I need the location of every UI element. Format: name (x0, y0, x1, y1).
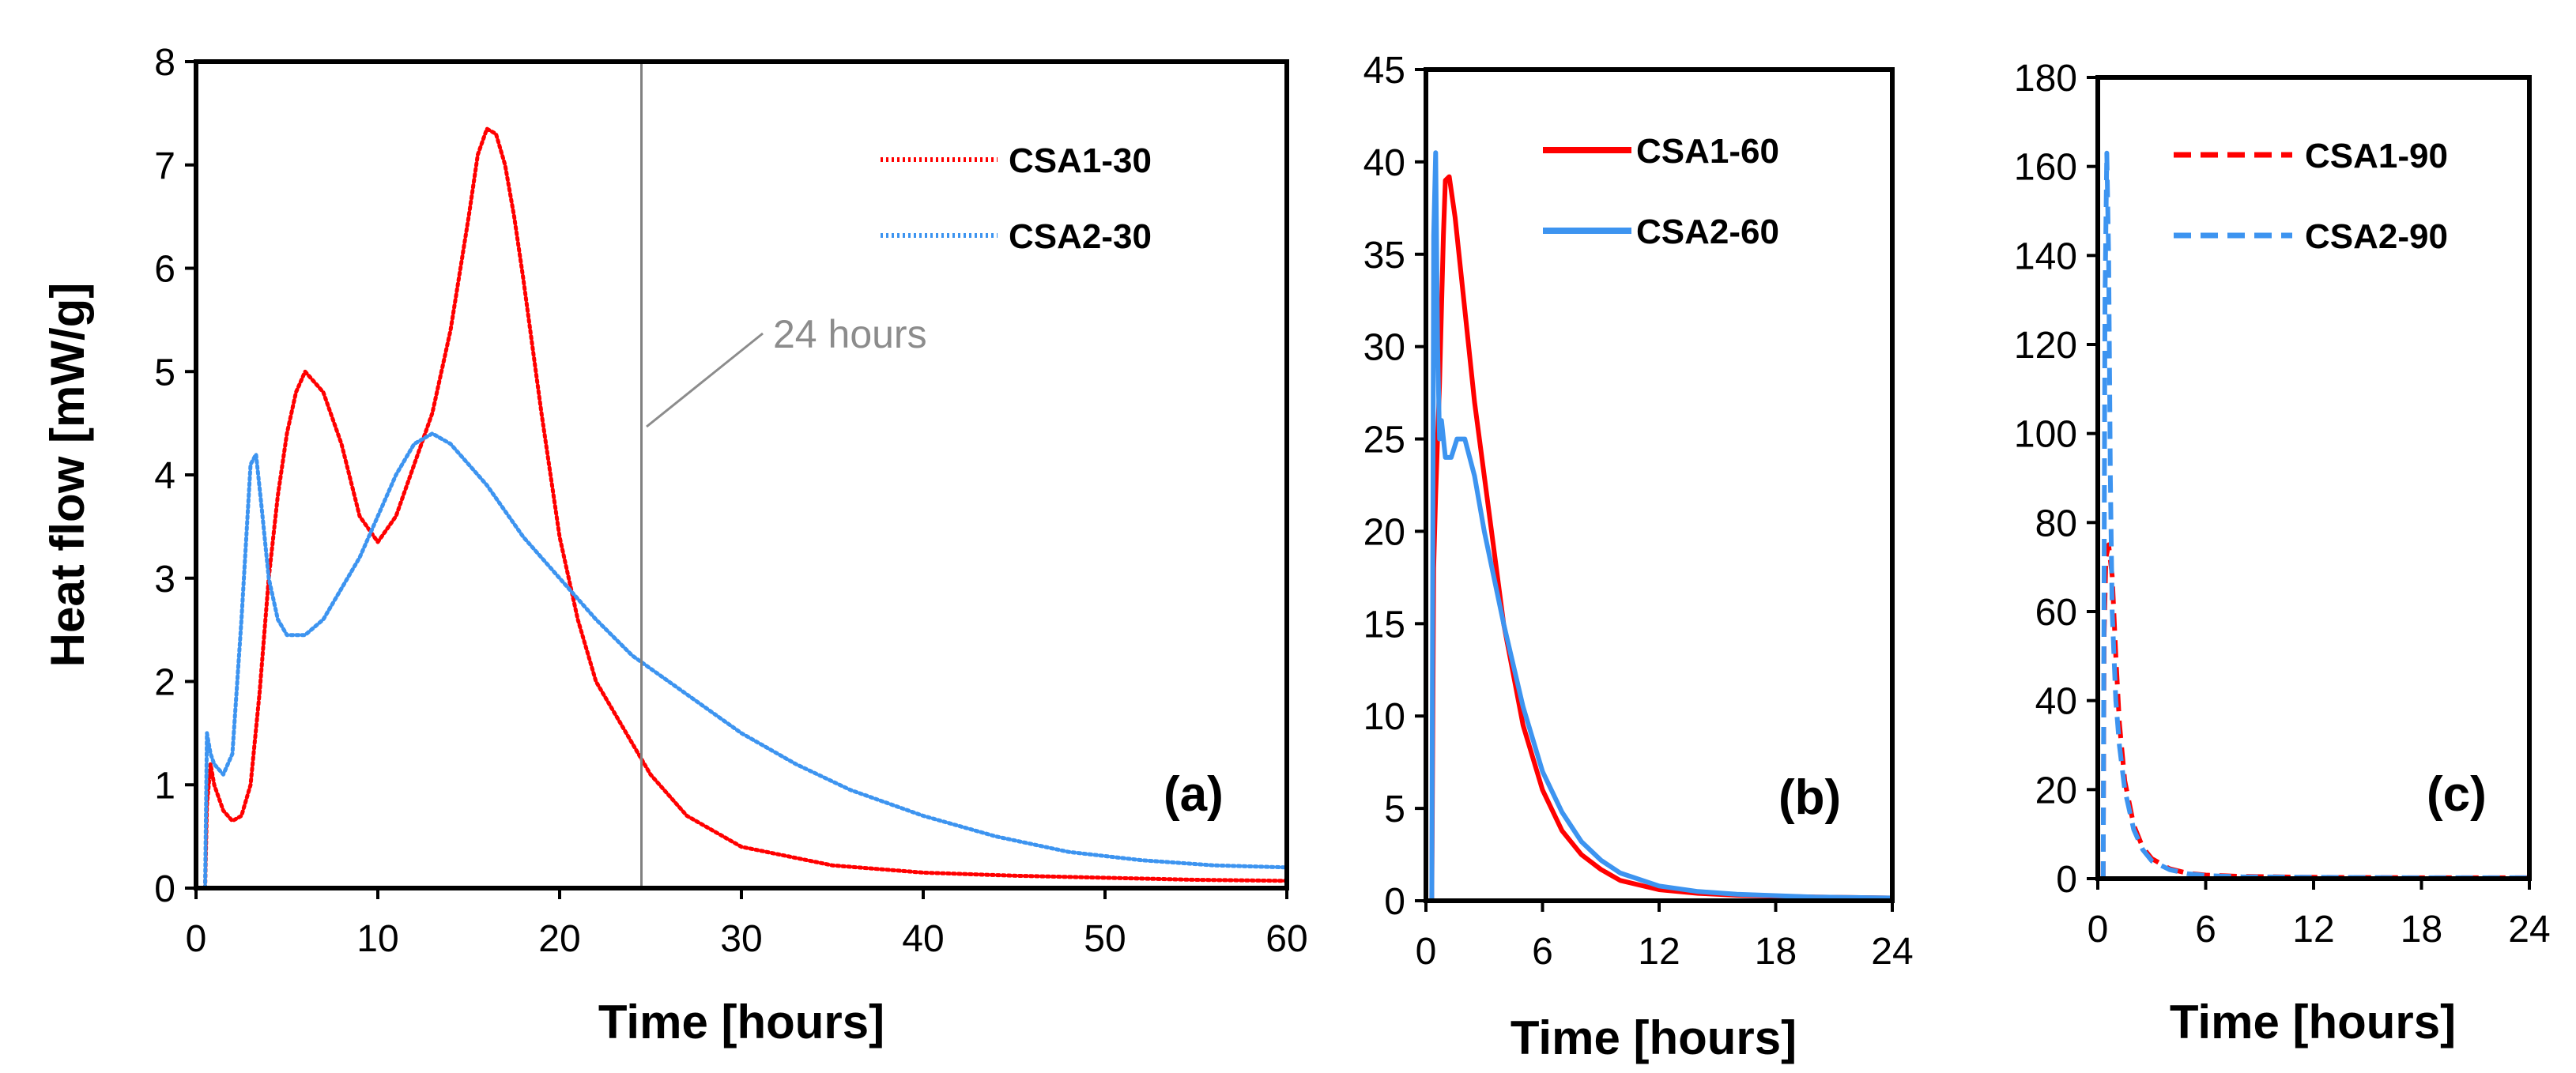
legend-label-csa2-30: CSA2-30 (1009, 217, 1152, 256)
series-line-csa2-60 (1429, 150, 1893, 902)
panel-c-plot-frame (2095, 75, 2532, 881)
panel-b-y-tick-label: 0 (1384, 881, 1405, 923)
series-line-csa1-90 (2100, 542, 2529, 880)
panel-b-tag: (b) (1778, 770, 1841, 825)
panel-c-x-tick-label: 12 (2292, 909, 2334, 951)
panel-b-y-tick-label: 15 (1363, 604, 1405, 646)
panel-a-y-tick-label: 5 (154, 352, 175, 393)
panel-b-y-tick-label: 30 (1363, 327, 1405, 369)
panel-c-x-tick-label: 6 (2195, 909, 2216, 951)
panel-a: 24 hours 0 1 2 3 4 5 6 7 8 0 10 20 30 40 50 60 Time [h… (41, 42, 1308, 1049)
panel-c-y-tick-label: 140 (2014, 235, 2077, 277)
panel-a-y-tick-label: 3 (154, 559, 175, 601)
panel-b-x-tick-label: 18 (1755, 931, 1797, 973)
panel-a-legend: CSA1-30 CSA2-30 (881, 141, 1152, 256)
series-line-csa2-30 (203, 431, 1289, 890)
panel-a-x-tick-label: 60 (1265, 918, 1307, 960)
panel-a-y-tick-label: 7 (154, 145, 175, 187)
panel-c-y-ticks: 0 20 40 60 80 100 120 140 160 180 (2014, 58, 2098, 901)
panel-a-x-tick-label: 30 (720, 918, 762, 960)
legend-label-csa1-30: CSA1-30 (1009, 141, 1152, 180)
panel-b-series (1429, 150, 1893, 902)
panel-a-x-tick-label: 40 (902, 918, 944, 960)
series-line-csa1-30 (203, 126, 1289, 890)
panel-a-y-tick-label: 6 (154, 249, 175, 291)
panel-b-y-tick-label: 40 (1363, 142, 1405, 184)
panel-a-y-ticks: 0 1 2 3 4 5 6 7 8 (154, 42, 196, 910)
panel-c-y-tick-label: 160 (2014, 147, 2077, 189)
panel-c-tag: (c) (2427, 767, 2487, 822)
panel-b-x-tick-label: 12 (1638, 931, 1680, 973)
panel-c-y-tick-label: 180 (2014, 58, 2077, 100)
panel-b-x-tick-label: 6 (1532, 931, 1553, 973)
legend-label-csa1-90: CSA1-90 (2305, 137, 2448, 175)
panel-b-y-ticks: 0 5 10 15 20 25 30 35 40 45 (1363, 50, 1426, 923)
panel-a-annotation-label: 24 hours (773, 312, 927, 356)
panel-a-plot-frame (194, 59, 1289, 890)
panel-a-x-tick-label: 0 (186, 918, 207, 960)
panel-c-y-tick-label: 100 (2014, 414, 2077, 456)
panel-a-y-axis-title: Heat flow [mW/g] (41, 283, 94, 668)
panel-c-y-tick-label: 80 (2035, 503, 2077, 544)
panel-b-y-tick-label: 25 (1363, 420, 1405, 461)
panel-a-y-tick-label: 4 (154, 455, 175, 497)
panel-a-x-ticks: 0 10 20 30 40 50 60 (186, 888, 1308, 960)
panel-a-series (203, 126, 1289, 890)
panel-a-annotation-arrow (646, 332, 764, 428)
panel-c-y-tick-label: 120 (2014, 325, 2077, 367)
panel-a-tag: (a) (1164, 767, 1224, 822)
panel-a-x-tick-label: 10 (356, 918, 398, 960)
panel-c-x-tick-label: 18 (2401, 909, 2442, 951)
panel-a-y-tick-label: 8 (154, 42, 175, 84)
panel-b: 0 5 10 15 20 25 30 35 40 45 0 6 12 18 24 Time [hours]… (1363, 50, 1914, 1064)
panel-a-y-tick-label: 1 (154, 765, 175, 807)
panel-a-x-tick-label: 20 (538, 918, 580, 960)
panel-a-y-tick-label: 2 (154, 662, 175, 704)
legend-label-csa2-60: CSA2-60 (1636, 213, 1779, 251)
panel-c-x-tick-label: 0 (2088, 909, 2109, 951)
panel-b-x-tick-label: 24 (1871, 931, 1913, 973)
panel-c-x-axis-title: Time [hours] (2170, 996, 2456, 1049)
legend-label-csa2-90: CSA2-90 (2305, 217, 2448, 256)
panel-c-y-tick-label: 0 (2056, 859, 2077, 901)
panel-b-y-tick-label: 35 (1363, 235, 1405, 277)
panel-b-x-tick-label: 0 (1416, 931, 1437, 973)
legend-label-csa1-60: CSA1-60 (1636, 132, 1779, 171)
panel-b-y-tick-label: 10 (1363, 696, 1405, 738)
panel-c-y-tick-label: 40 (2035, 681, 2077, 723)
panel-b-x-ticks: 0 6 12 18 24 (1416, 901, 1914, 973)
panel-b-legend: CSA1-60 CSA2-60 (1543, 132, 1779, 251)
panel-b-y-tick-label: 20 (1363, 511, 1405, 553)
panel-c-x-tick-label: 24 (2508, 909, 2550, 951)
panel-a-x-axis-title: Time [hours] (598, 996, 884, 1049)
panel-c: 0 20 40 60 80 100 120 140 160 180 0 6 12 18 24 Time [… (2014, 58, 2551, 1049)
panel-a-y-tick-label: 0 (154, 868, 175, 910)
panel-b-x-axis-title: Time [hours] (1511, 1011, 1797, 1064)
panel-c-y-tick-label: 60 (2035, 592, 2077, 634)
panel-c-x-ticks: 0 6 12 18 24 (2088, 879, 2551, 951)
panel-b-y-tick-label: 45 (1363, 50, 1405, 92)
panel-c-legend: CSA1-90 CSA2-90 (2174, 137, 2448, 256)
panel-b-y-tick-label: 5 (1384, 789, 1405, 830)
panel-a-x-tick-label: 50 (1084, 918, 1126, 960)
panel-c-y-tick-label: 20 (2035, 770, 2077, 811)
